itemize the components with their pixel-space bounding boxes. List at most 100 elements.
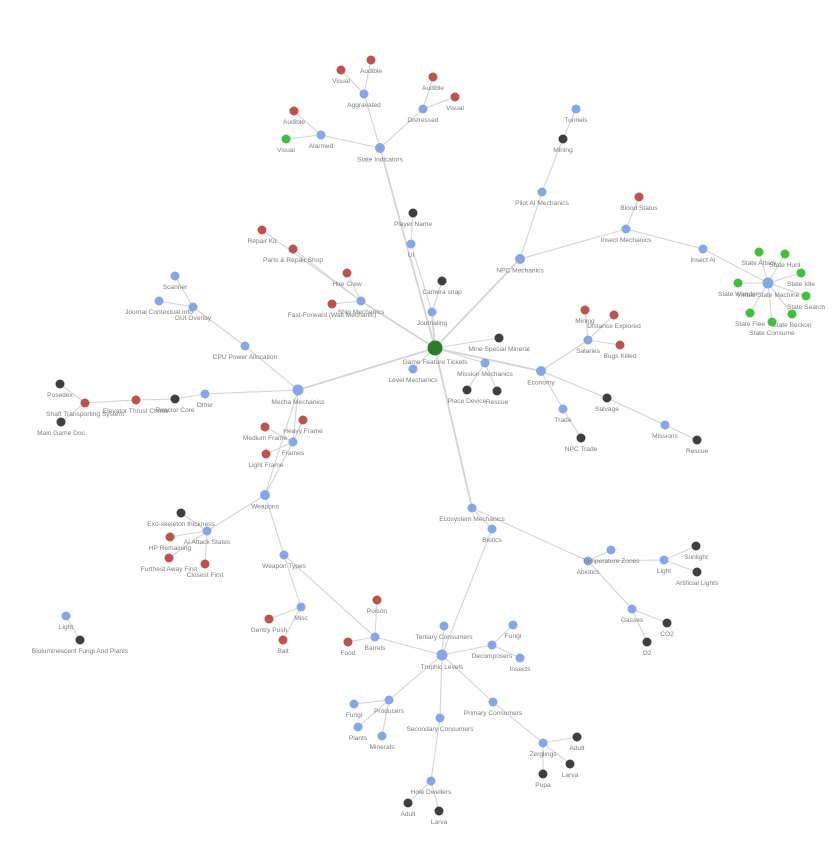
graph-node-furthest[interactable]: [164, 553, 174, 563]
graph-node-zerglings[interactable]: [538, 738, 548, 748]
graph-node-bugs[interactable]: [615, 340, 625, 350]
graph-node-cpu[interactable]: [240, 341, 250, 351]
graph-node-posedex[interactable]: [55, 379, 65, 389]
graph-node-zpupa[interactable]: [538, 769, 548, 779]
graph-node-gentry[interactable]: [264, 614, 274, 624]
graph-node-tempzones[interactable]: [606, 545, 616, 555]
graph-node-sunlight[interactable]: [691, 541, 701, 551]
graph-node-pilotai[interactable]: [537, 187, 547, 197]
graph-node-placedevice[interactable]: [462, 385, 472, 395]
graph-node-plants[interactable]: [353, 722, 363, 732]
graph-node-abiotics[interactable]: [583, 556, 593, 566]
graph-node-alavisual[interactable]: [281, 134, 291, 144]
graph-node-primary[interactable]: [488, 697, 498, 707]
graph-node-disvisual[interactable]: [450, 92, 460, 102]
graph-node-ship[interactable]: [356, 296, 366, 306]
graph-node-bloodstatus[interactable]: [634, 192, 644, 202]
graph-node-journalinfo[interactable]: [154, 296, 164, 306]
graph-node-frames[interactable]: [288, 437, 298, 447]
graph-node-weapontypes[interactable]: [279, 550, 289, 560]
graph-node-fungi1[interactable]: [508, 620, 518, 630]
graph-node-ui[interactable]: [406, 239, 416, 249]
graph-node-ssearch[interactable]: [801, 291, 811, 301]
graph-node-sbeckon[interactable]: [787, 309, 797, 319]
graph-node-sflee[interactable]: [745, 308, 755, 318]
graph-node-heavy[interactable]: [298, 415, 308, 425]
graph-node-gft[interactable]: [427, 340, 443, 356]
graph-node-minerals[interactable]: [377, 731, 387, 741]
graph-node-camera[interactable]: [437, 276, 447, 286]
graph-node-scanner[interactable]: [170, 271, 180, 281]
graph-node-trophic[interactable]: [436, 649, 448, 661]
graph-node-gasses[interactable]: [627, 604, 637, 614]
graph-node-o2[interactable]: [642, 637, 652, 647]
graph-node-zlarva[interactable]: [565, 759, 575, 769]
graph-node-zadult[interactable]: [572, 732, 582, 742]
graph-node-tertiary[interactable]: [439, 621, 449, 631]
graph-node-insectmech[interactable]: [621, 224, 631, 234]
graph-node-aias[interactable]: [202, 526, 212, 536]
graph-node-vsm[interactable]: [762, 277, 774, 289]
graph-node-closest[interactable]: [200, 559, 210, 569]
graph-node-npctrade[interactable]: [576, 433, 586, 443]
graph-node-salaries[interactable]: [583, 335, 593, 345]
graph-node-artificial[interactable]: [692, 567, 702, 577]
graph-node-disaudible[interactable]: [428, 72, 438, 82]
graph-node-maingamedoc[interactable]: [56, 417, 66, 427]
graph-node-stateind[interactable]: [375, 143, 385, 153]
graph-node-trade[interactable]: [558, 404, 568, 414]
graph-node-biolum[interactable]: [75, 635, 85, 645]
graph-node-co2[interactable]: [662, 618, 672, 628]
graph-node-bait[interactable]: [278, 635, 288, 645]
graph-node-rescue2[interactable]: [692, 435, 702, 445]
graph-node-hp[interactable]: [165, 532, 175, 542]
graph-node-playername[interactable]: [408, 208, 418, 218]
graph-node-alarmed[interactable]: [316, 130, 326, 140]
graph-node-alaaudible[interactable]: [289, 106, 299, 116]
graph-node-mecha[interactable]: [292, 384, 304, 396]
graph-node-gui[interactable]: [188, 302, 198, 312]
graph-node-journaling[interactable]: [427, 307, 437, 317]
graph-node-minespecial[interactable]: [494, 333, 504, 343]
graph-node-weapons[interactable]: [260, 490, 270, 500]
graph-node-npc[interactable]: [515, 254, 525, 264]
graph-node-missionmech[interactable]: [480, 358, 490, 368]
graph-node-poison[interactable]: [372, 595, 382, 605]
graph-node-insects[interactable]: [515, 653, 525, 663]
graph-node-biotics[interactable]: [487, 524, 497, 534]
graph-node-missions[interactable]: [660, 420, 670, 430]
graph-node-salvage[interactable]: [602, 393, 612, 403]
graph-node-distance[interactable]: [609, 310, 619, 320]
graph-node-economy[interactable]: [536, 366, 546, 376]
graph-node-sidle[interactable]: [796, 268, 806, 278]
graph-node-tunnels[interactable]: [571, 104, 581, 114]
graph-node-decomposers[interactable]: [487, 640, 497, 650]
graph-node-levelmech[interactable]: [408, 364, 418, 374]
graph-node-other[interactable]: [200, 389, 210, 399]
graph-node-hirecrew[interactable]: [342, 268, 352, 278]
graph-node-partsshop[interactable]: [288, 244, 298, 254]
graph-node-aggravated[interactable]: [359, 89, 369, 99]
graph-node-swander[interactable]: [733, 278, 743, 288]
graph-node-sattack[interactable]: [754, 247, 764, 257]
graph-node-barrels[interactable]: [370, 632, 380, 642]
graph-node-repairkit[interactable]: [257, 225, 267, 235]
graph-node-misc[interactable]: [296, 602, 306, 612]
graph-node-lightiso[interactable]: [61, 611, 71, 621]
graph-node-exo[interactable]: [176, 508, 186, 518]
graph-node-food[interactable]: [343, 637, 353, 647]
graph-node-hadult[interactable]: [403, 798, 413, 808]
graph-node-light2[interactable]: [659, 555, 669, 565]
graph-node-producers[interactable]: [384, 695, 394, 705]
graph-node-rescue1[interactable]: [492, 386, 502, 396]
graph-node-holedwellers[interactable]: [426, 776, 436, 786]
graph-node-ecosystem[interactable]: [467, 503, 477, 513]
graph-node-miningr[interactable]: [580, 305, 590, 315]
graph-node-miningd[interactable]: [558, 134, 568, 144]
graph-node-aggaudible[interactable]: [366, 55, 376, 65]
graph-node-insectai[interactable]: [698, 244, 708, 254]
graph-node-sconsume[interactable]: [767, 317, 777, 327]
graph-node-shunt[interactable]: [780, 249, 790, 259]
graph-node-elevator[interactable]: [131, 395, 141, 405]
